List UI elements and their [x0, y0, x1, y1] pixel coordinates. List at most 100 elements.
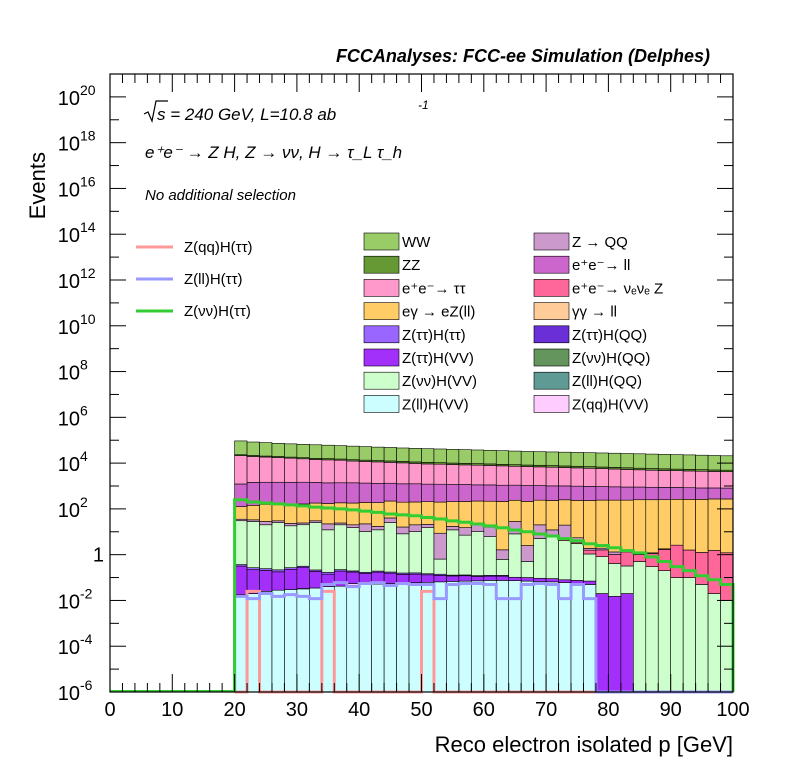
y-tick-label-base: 10 [58, 408, 80, 430]
bar-11-31 [620, 499, 634, 551]
stack-11 [234, 498, 734, 555]
y-tick-label-exp: -2 [80, 585, 93, 601]
bar-15-30 [608, 452, 622, 468]
sqrt-s-text: s = 240 GeV, L=10.8 ab [157, 105, 336, 124]
y-tick-label-base: 10 [58, 363, 80, 385]
bar-4-28 [583, 580, 597, 585]
bar-4-26 [558, 579, 572, 583]
bar-0-6 [309, 587, 323, 693]
bar-0-10 [358, 584, 372, 693]
bar-13-36 [682, 470, 696, 489]
bar-13-1 [246, 456, 260, 483]
bar-15-37 [695, 454, 709, 470]
bar-6-11 [371, 529, 385, 572]
bar-4-23 [520, 577, 534, 582]
bar-12-27 [570, 485, 584, 501]
bar-15-3 [271, 443, 285, 457]
bar-11-23 [520, 501, 534, 546]
bar-0-25 [545, 581, 559, 693]
bar-0-11 [371, 583, 385, 693]
bar-13-24 [533, 466, 547, 486]
bar-4-2 [259, 570, 273, 592]
legend-label-col2: Z → QQ [572, 234, 628, 251]
legend-swatch-col1 [363, 395, 400, 413]
bar-12-8 [333, 482, 348, 504]
bar-11-27 [570, 500, 584, 539]
bar-13-31 [620, 469, 634, 488]
bar-10-2 [259, 521, 273, 526]
y-tick-label-exp: 10 [80, 311, 96, 327]
bar-4-17 [446, 575, 460, 582]
bar-4-16 [433, 575, 447, 583]
bar-11-3 [271, 503, 285, 522]
bar-15-28 [583, 452, 597, 467]
bar-4-18 [458, 575, 472, 582]
y-tick-label-exp: 8 [80, 357, 88, 373]
bar-13-10 [358, 461, 372, 484]
bar-15-22 [508, 450, 522, 465]
stack-0 [234, 580, 597, 693]
y-tick-label-exp: 20 [80, 82, 96, 98]
signal-line-1 [233, 581, 733, 694]
bar-6-13 [396, 533, 410, 574]
y-tick-label-exp: 4 [80, 448, 88, 464]
bar-12-18 [458, 484, 472, 502]
bar-15-33 [645, 453, 659, 469]
bar-15-20 [483, 450, 497, 465]
bar-12-13 [396, 483, 410, 503]
y-tick-label-base: 10 [58, 225, 80, 247]
bar-4-5 [296, 566, 310, 589]
bar-4-0 [234, 565, 248, 595]
bar-10-9 [346, 524, 360, 528]
bar-15-17 [446, 449, 460, 464]
bar-11-1 [246, 505, 260, 521]
legend-swatch-col2 [533, 395, 570, 413]
y-tick-label-base: 10 [58, 317, 80, 339]
bar-4-12 [383, 572, 397, 584]
bar-4-14 [408, 573, 422, 583]
bar-4-20 [483, 575, 497, 581]
legend-label-col2: Z(qq)H(VV) [572, 396, 649, 413]
bar-12-30 [608, 486, 622, 501]
bar-6-0 [234, 520, 248, 565]
bar-5-1 [246, 567, 260, 571]
bar-12-22 [508, 484, 522, 501]
bar-13-16 [433, 463, 447, 485]
bar-15-0 [234, 440, 248, 456]
x-tick-label: 90 [660, 699, 682, 721]
bar-12-32 [633, 486, 647, 501]
bar-12-37 [695, 487, 709, 500]
legend-label-col1: Z(νν)H(VV) [402, 373, 477, 390]
legend-swatch-col2 [533, 371, 570, 390]
bar-10-18 [458, 527, 472, 536]
y-tick-label-exp: 2 [80, 494, 88, 510]
bar-6-1 [246, 521, 260, 568]
legend-swatch-col2 [533, 279, 570, 297]
legend-swatch-col1 [363, 255, 400, 274]
legend-label-col2: γγ → ll [572, 304, 617, 321]
bar-0-0 [234, 594, 248, 693]
x-tick-label: 40 [348, 699, 370, 721]
legend-label-col1: Z(ττ)H(VV) [402, 350, 474, 367]
bar-15-11 [371, 446, 385, 461]
bar-0-20 [483, 580, 497, 693]
bar-10-24 [533, 524, 547, 539]
y-tick-label-base: 10 [58, 591, 80, 613]
bar-6-36 [682, 577, 696, 693]
bar-4-29 [595, 593, 609, 693]
bar-0-27 [570, 583, 584, 693]
bar-6-17 [446, 529, 460, 576]
y-tick-label-exp: 12 [80, 265, 96, 281]
y-tick-label-base: 10 [58, 88, 80, 110]
bar-12-26 [558, 485, 572, 501]
bar-10-11 [371, 526, 385, 531]
bar-12-28 [583, 486, 597, 501]
bar-13-29 [595, 468, 609, 487]
bar-6-24 [533, 538, 547, 579]
bar-6-16 [433, 558, 447, 575]
y-tick-label-base: 10 [58, 134, 80, 156]
x-tick-label: 30 [286, 699, 308, 721]
legend-label: Z(qq)H(ττ) [184, 239, 253, 256]
bar-12-12 [383, 482, 397, 502]
bar-12-4 [284, 481, 298, 505]
